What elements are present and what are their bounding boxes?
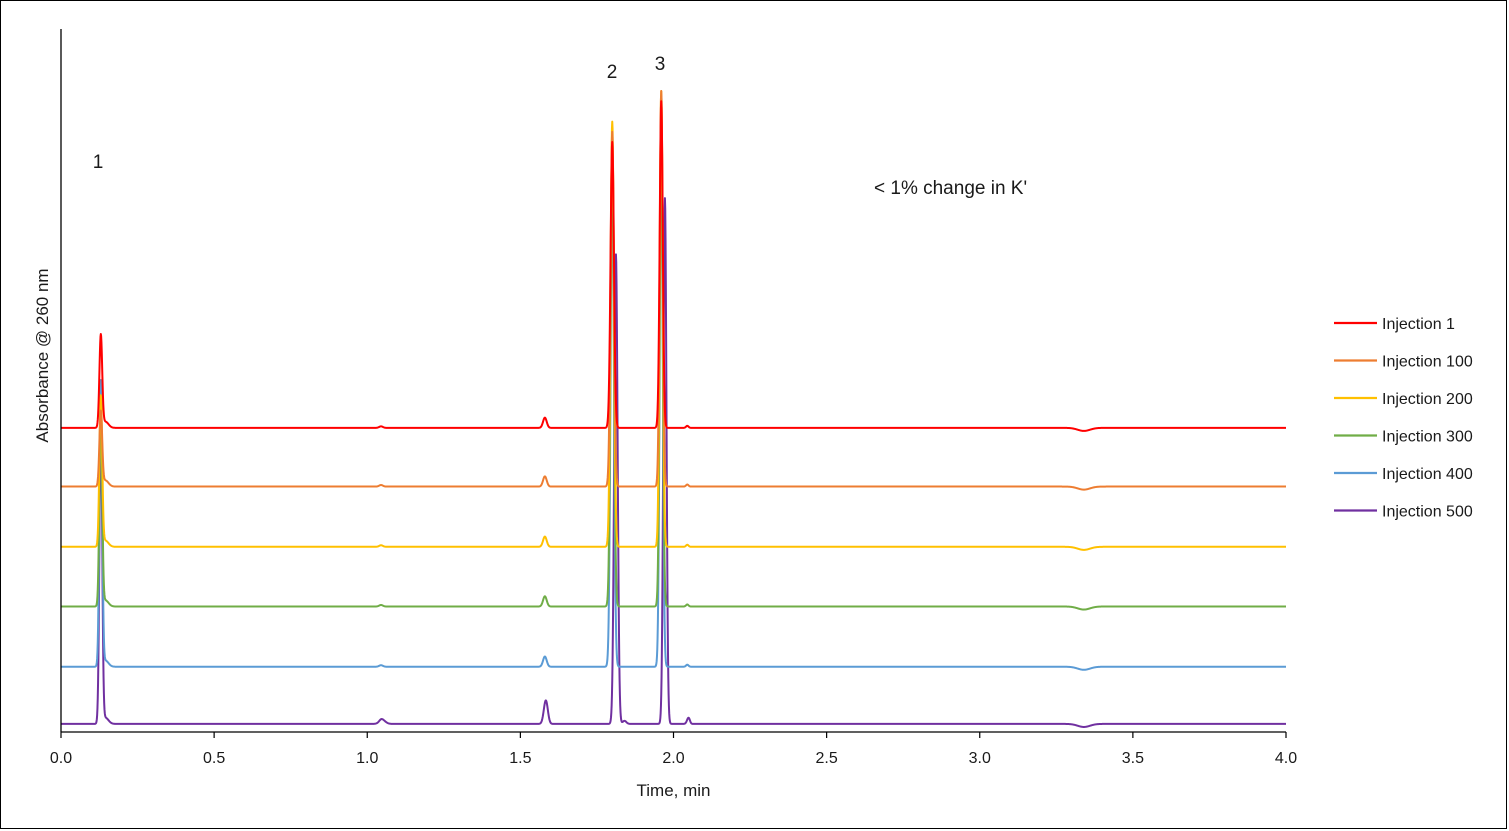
legend-label: Injection 500 [1382,504,1473,521]
series-line-injection-1 [60,100,1287,432]
x-tick-label: 2.0 [662,750,684,767]
series-line-injection-100 [60,90,1287,491]
legend-label: Injection 200 [1382,391,1473,408]
annotation-text: < 1% change in K' [874,178,1027,199]
x-tick-label: 3.0 [969,750,991,767]
series-line-injection-400 [60,156,1287,671]
x-ticks: 0.0 0.5 1.0 1.5 2.0 2.5 3.0 3.5 4.0 [50,732,1297,767]
x-tick-label: 0.0 [50,750,72,767]
peak-label: 3 [655,54,666,75]
x-tick-label: 0.5 [203,750,225,767]
legend-label: Injection 100 [1382,354,1473,371]
peak-labels: 1 2 3 [93,54,666,173]
peak-label: 1 [93,152,104,173]
legend-label: Injection 400 [1382,466,1473,483]
x-tick-label: 3.5 [1122,750,1144,767]
peak-label: 2 [607,62,618,83]
y-axis-label: Absorbance @ 260 nm [33,268,52,442]
legend-label: Injection 300 [1382,429,1473,446]
x-tick-label: 1.0 [356,750,378,767]
series-line-injection-200 [60,90,1287,551]
series-line-injection-500 [60,197,1287,728]
series-line-injection-300 [60,146,1287,611]
x-tick-label: 4.0 [1275,750,1297,767]
x-axis-label: Time, min [637,781,711,800]
x-tick-label: 1.5 [509,750,531,767]
axes: 0.0 0.5 1.0 1.5 2.0 2.5 3.0 3.5 4.0 [50,29,1297,767]
legend-label: Injection 1 [1382,316,1455,333]
legend: Injection 1 Injection 100 Injection 200 Inj… [1334,316,1473,521]
x-tick-label: 2.5 [816,750,838,767]
plot-lines [60,90,1287,728]
